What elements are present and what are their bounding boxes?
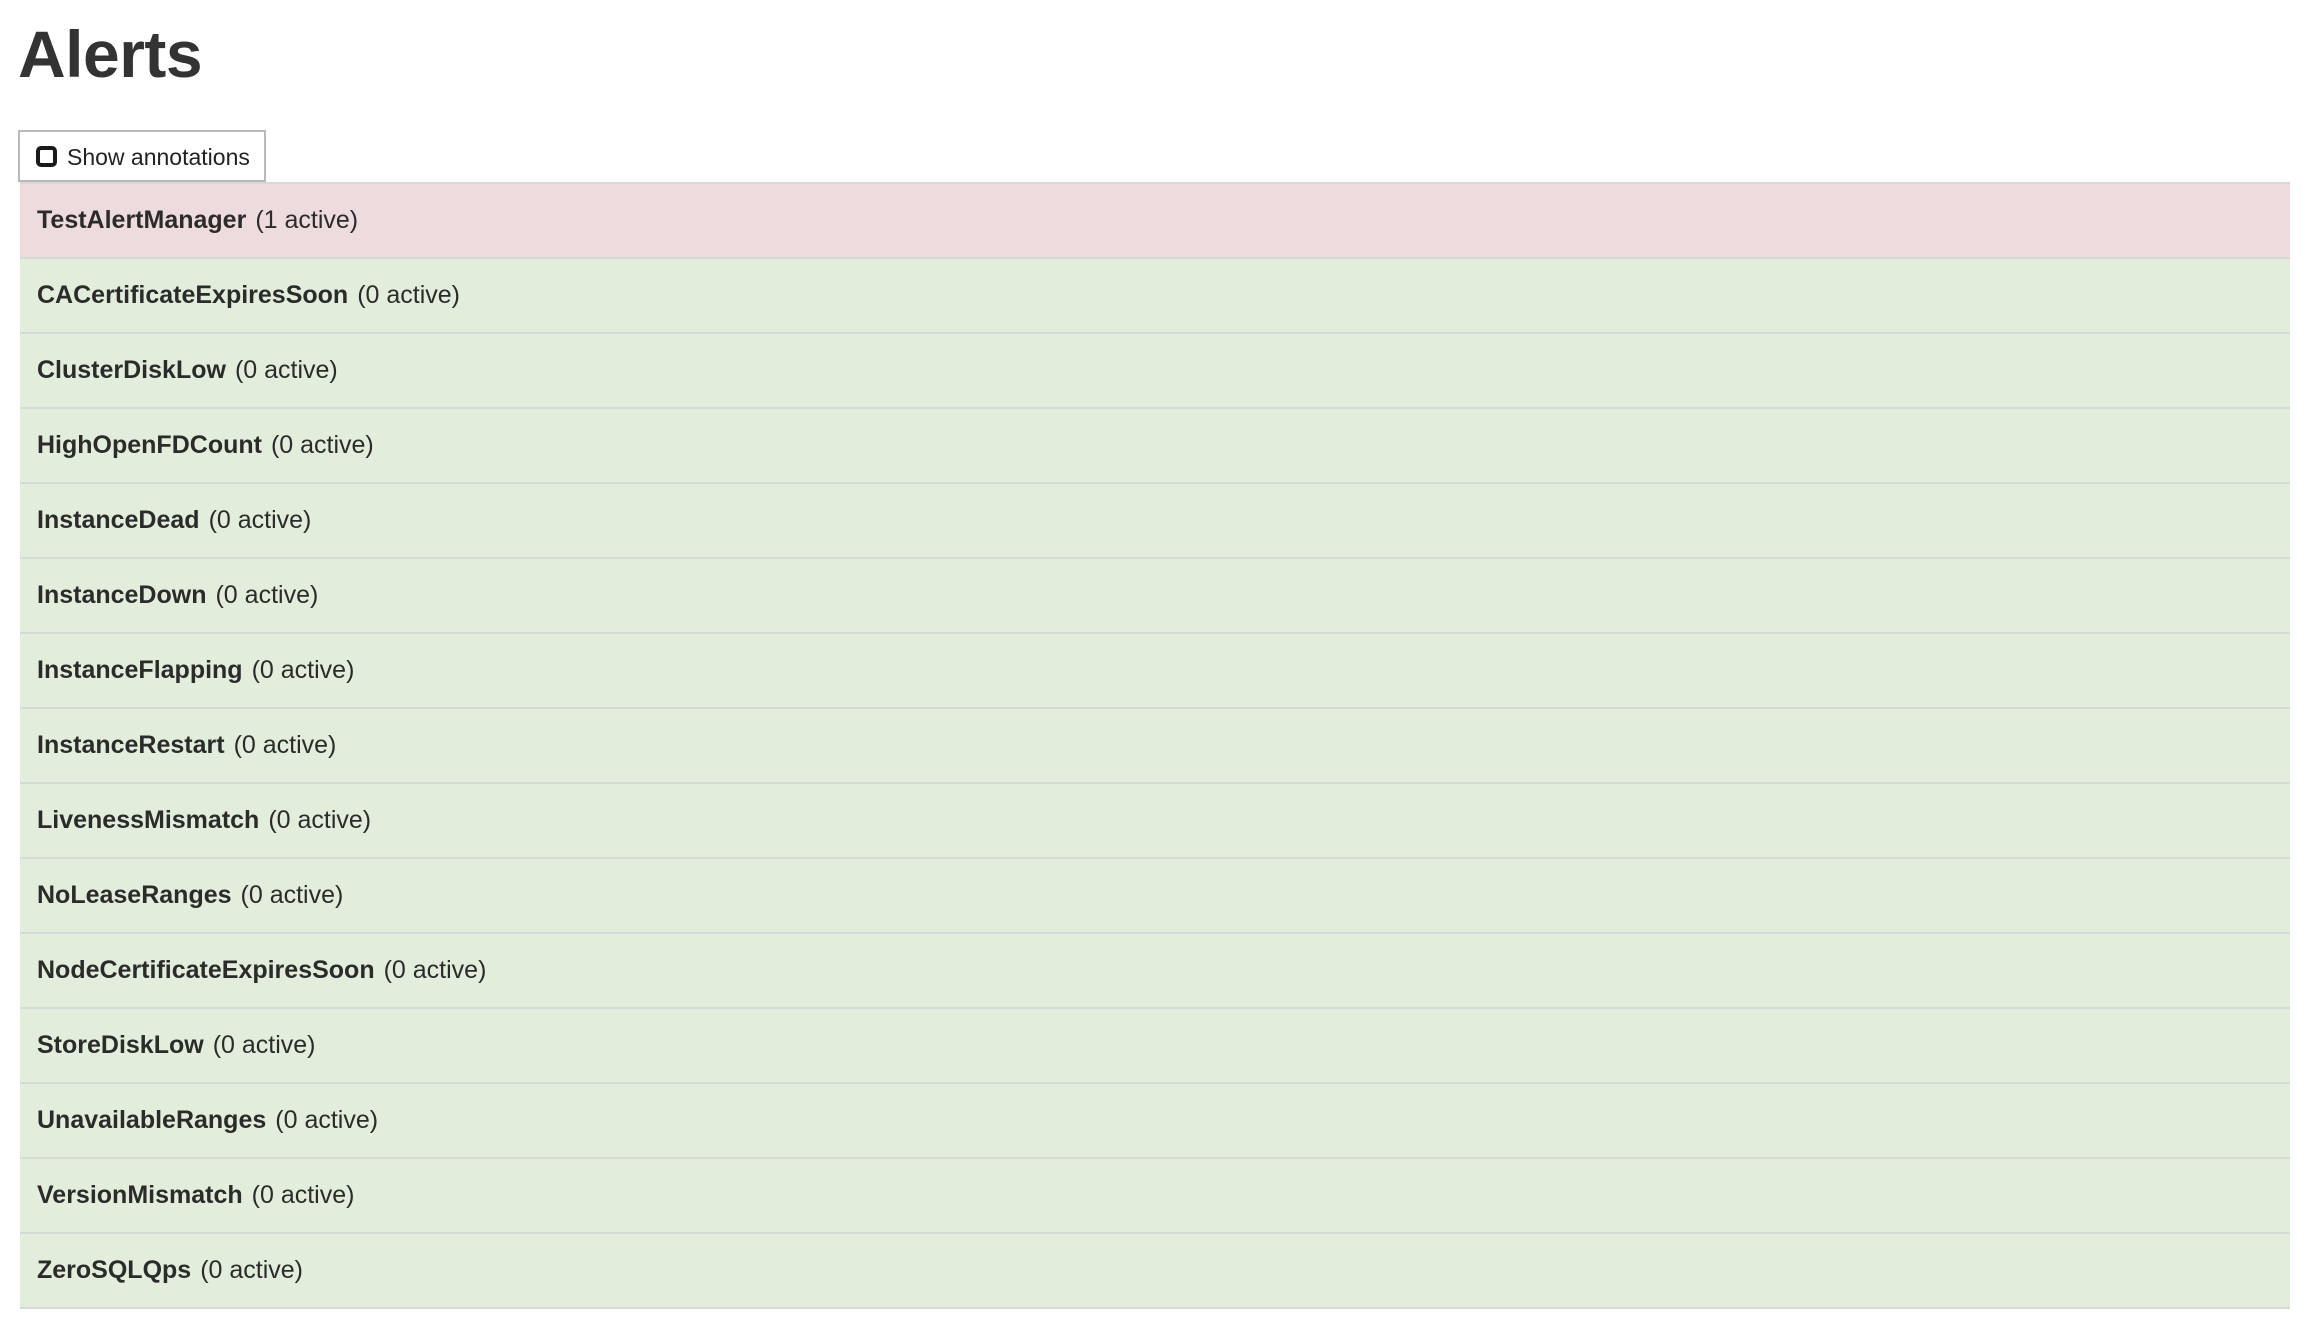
unchecked-checkbox-icon [36,145,57,167]
alert-row[interactable]: UnavailableRanges (0 active) [20,1084,2290,1159]
alert-row[interactable]: VersionMismatch (0 active) [20,1159,2290,1234]
alert-row[interactable]: NoLeaseRanges (0 active) [20,859,2290,934]
toolbar: Show annotations [18,130,266,182]
alert-name: LivenessMismatch [37,806,260,834]
alert-row[interactable]: StoreDiskLow (0 active) [20,1009,2290,1084]
alert-active-count: (0 active) [200,1256,303,1284]
page-title: Alerts [18,17,203,91]
alert-name: StoreDiskLow [37,1031,204,1059]
alert-active-count: (0 active) [208,506,312,534]
alert-row[interactable]: LivenessMismatch (0 active) [20,784,2290,859]
alert-name: TestAlertManager [37,206,247,234]
alert-active-count: (0 active) [233,731,337,759]
alert-row[interactable]: CACertificateExpiresSoon (0 active) [20,259,2290,334]
alert-active-count: (0 active) [383,956,487,984]
alert-name: InstanceRestart [37,731,225,759]
alert-name: InstanceDead [37,506,200,534]
show-annotations-toggle[interactable]: Show annotations [18,130,266,182]
alert-active-count: (0 active) [251,656,355,684]
alert-row[interactable]: ClusterDiskLow (0 active) [20,334,2290,409]
alert-active-count: (0 active) [212,1031,316,1059]
alert-row[interactable]: InstanceDead (0 active) [20,484,2290,559]
alert-active-count: (1 active) [255,206,359,234]
alert-row[interactable]: HighOpenFDCount (0 active) [20,409,2290,484]
alert-name: NoLeaseRanges [37,881,232,909]
alert-name: CACertificateExpiresSoon [37,281,349,309]
alert-active-count: (0 active) [251,1181,355,1209]
alert-name: HighOpenFDCount [37,431,262,459]
alert-name: VersionMismatch [37,1181,243,1209]
alert-name: InstanceDown [37,581,207,609]
show-annotations-label: Show annotations [67,143,250,170]
alert-name: ClusterDiskLow [37,356,226,384]
alert-row[interactable]: NodeCertificateExpiresSoon (0 active) [20,934,2290,1009]
alert-row[interactable]: ZeroSQLQps (0 active) [20,1234,2290,1309]
alert-active-count: (0 active) [270,431,374,459]
alert-name: InstanceFlapping [37,656,243,684]
alert-active-count: (0 active) [268,806,372,834]
alert-active-count: (0 active) [357,281,461,309]
alert-name: ZeroSQLQps [37,1256,192,1284]
alert-row[interactable]: InstanceDown (0 active) [20,559,2290,634]
alert-active-count: (0 active) [215,581,319,609]
alert-list: TestAlertManager (1 active) CACertificateE… [20,182,2290,1309]
alert-name: UnavailableRanges [37,1106,267,1134]
alert-active-count: (0 active) [275,1106,379,1134]
alert-row[interactable]: InstanceRestart (0 active) [20,709,2290,784]
alert-active-count: (0 active) [234,356,338,384]
alert-row[interactable]: TestAlertManager (1 active) [20,184,2290,259]
alert-name: NodeCertificateExpiresSoon [37,956,375,984]
alert-active-count: (0 active) [240,881,344,909]
alert-row[interactable]: InstanceFlapping (0 active) [20,634,2290,709]
